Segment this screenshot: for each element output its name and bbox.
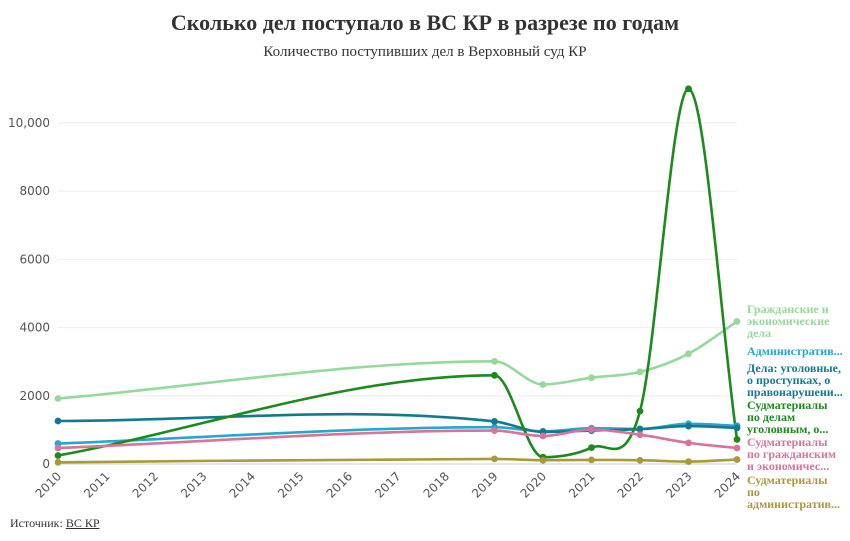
- x-axis-ticks: 2010 2011 2012 2013 2014 2015 2016 2017 2018 2019…: [33, 469, 743, 500]
- data-point: [54, 417, 62, 425]
- data-point: [733, 318, 741, 325]
- series-line-1: [57, 320, 738, 400]
- series-label-text: Гражданские и: [747, 302, 829, 316]
- x-tick-label: 2012: [130, 469, 161, 500]
- chart-subtitle: Количество поступивших дел в Верховный с…: [263, 44, 587, 60]
- x-tick-label: 2020: [518, 469, 549, 500]
- x-tick-label: 2011: [81, 469, 112, 500]
- x-tick-label: 2014: [227, 469, 258, 500]
- series-label-text: по делам: [747, 410, 795, 424]
- x-tick-label: 2024: [712, 469, 743, 500]
- series-label-text: экономические: [747, 314, 830, 328]
- data-point: [491, 417, 498, 425]
- data-point: [588, 456, 595, 464]
- series-line-6: [57, 457, 738, 464]
- y-tick-label: 10,000: [8, 116, 50, 130]
- data-point: [491, 427, 498, 434]
- data-point: [54, 458, 62, 466]
- x-tick-label: 2015: [275, 469, 306, 500]
- y-tick-label: 4000: [19, 321, 50, 335]
- series-label-text: Административ...: [747, 344, 843, 358]
- x-tick-label: 2010: [33, 469, 64, 500]
- series-label-text: Судматериалы: [747, 473, 828, 487]
- series-label-text: по: [747, 485, 760, 499]
- data-point: [491, 455, 498, 463]
- series-points: [54, 85, 741, 466]
- data-point: [636, 425, 644, 433]
- series-label-text: Дела: уголовные,: [747, 361, 841, 375]
- data-point: [539, 381, 547, 388]
- series-line-4: [57, 87, 739, 459]
- series-label-text: уголовным, о...: [747, 422, 828, 436]
- data-point: [54, 395, 62, 402]
- x-tick-label: 2013: [178, 469, 209, 500]
- x-tick-label: 2022: [615, 469, 646, 500]
- x-tick-label: 2018: [421, 469, 452, 500]
- data-point: [733, 424, 741, 432]
- data-point: [54, 452, 62, 459]
- data-point: [733, 456, 741, 463]
- grid-lines: [58, 122, 737, 465]
- x-tick-label: 2017: [372, 469, 403, 500]
- data-point: [54, 444, 62, 452]
- series-label-text: дела: [747, 326, 771, 340]
- data-point: [491, 357, 498, 365]
- data-point: [685, 422, 692, 430]
- series-label-text: по гражданским: [747, 447, 836, 461]
- data-point: [636, 431, 644, 439]
- y-axis-ticks: 0 2000 4000 6000 8000 10,000: [8, 116, 50, 471]
- y-tick-label: 2000: [19, 389, 50, 403]
- series-label-text: Судматериалы: [747, 435, 828, 449]
- y-tick-label: 6000: [19, 252, 50, 266]
- x-tick-label: 2019: [469, 469, 500, 500]
- series-label-2: Административ...: [747, 344, 843, 358]
- data-point: [588, 426, 595, 433]
- data-point: [733, 436, 741, 443]
- series-label-text: и экономичес...: [747, 459, 829, 473]
- data-point: [685, 439, 692, 447]
- data-point: [685, 350, 692, 358]
- data-point: [636, 368, 644, 376]
- series-label-6: Судматериалыпоадминистратив...: [747, 473, 840, 511]
- y-tick-label: 8000: [19, 184, 50, 198]
- data-point: [685, 458, 692, 466]
- source-link[interactable]: ВС КР: [65, 516, 100, 530]
- x-tick-label: 2021: [566, 469, 597, 500]
- chart-title: Сколько дел поступало в ВС КР в разрезе …: [170, 10, 680, 35]
- data-point: [733, 444, 741, 452]
- source-note: Источник: ВС КР: [10, 516, 100, 531]
- series-label-text: Судматериалы: [747, 398, 828, 412]
- series-label-text: административ...: [747, 497, 840, 511]
- series-lines: [57, 87, 739, 464]
- data-point: [491, 371, 498, 379]
- series-label-3: Дела: уголовные,о проступках, оправонару…: [747, 361, 843, 399]
- data-point: [539, 456, 547, 464]
- source-prefix: Источник:: [10, 516, 63, 530]
- series-line-3: [57, 412, 738, 434]
- series-label-text: о проступках, о: [747, 373, 830, 387]
- series-line-5: [57, 428, 738, 450]
- data-point: [539, 432, 547, 440]
- data-point: [685, 85, 692, 93]
- data-point: [588, 444, 595, 452]
- y-tick-label: 0: [42, 457, 50, 471]
- x-tick-label: 2023: [663, 469, 694, 500]
- data-point: [636, 407, 644, 415]
- x-tick-label: 2016: [324, 469, 355, 500]
- series-label-text: правонарушени...: [747, 385, 843, 399]
- data-point: [636, 456, 644, 464]
- data-point: [588, 374, 595, 382]
